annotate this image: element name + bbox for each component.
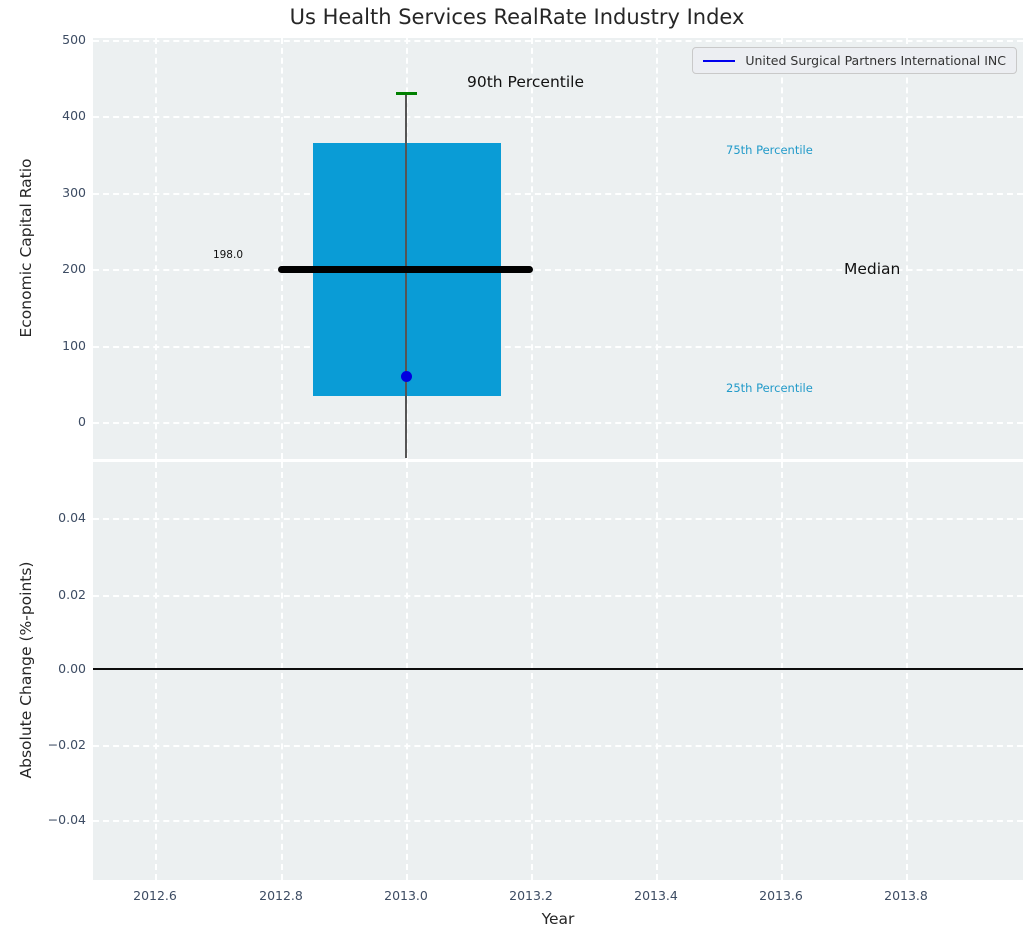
gridline-h [93,193,1023,195]
y-tick-label: 400 [62,108,86,123]
y-tick-label: 0.04 [58,510,86,525]
x-tick-label: 2012.6 [133,888,177,903]
gridline-v [656,462,658,880]
percentile-25-label: 25th Percentile [726,381,813,395]
y-tick-label: 0.00 [58,661,86,676]
median-value-label: 198.0 [212,249,243,261]
gridline-h [93,346,1023,348]
gridline-v [906,462,908,880]
y-tick-label: 500 [62,32,86,47]
x-tick-label: 2013.6 [759,888,803,903]
gridline-v [906,38,908,459]
x-tick-label: 2012.8 [259,888,303,903]
percentile-90-cap [396,92,417,95]
y-tick-label: 300 [62,185,86,200]
gridline-v [406,462,408,880]
x-tick-label: 2013.0 [384,888,428,903]
y-axis-label-top: Economic Capital Ratio [17,158,35,338]
top-plot-area: 198.0 90th Percentile 75th Percentile 25… [93,38,1023,459]
gridline-v [781,462,783,880]
percentile-75-label: 75th Percentile [726,143,813,157]
gridline-h [93,116,1023,118]
legend-line-swatch [703,59,736,62]
percentile-90-label: 90th Percentile [467,73,585,91]
x-tick-label: 2013.4 [634,888,678,903]
gridline-h [93,422,1023,424]
bottom-plot-area [93,462,1023,880]
whisker-line [405,94,407,458]
gridline-v [531,462,533,880]
gridline-v [531,38,533,459]
y-tick-label: 100 [62,338,86,353]
median-text-label: Median [844,260,901,278]
gridline-h [93,820,1023,822]
y-tick-label: −0.04 [47,812,86,827]
gridline-h [93,269,1023,271]
zero-change-line [93,668,1023,670]
gridline-v [155,462,157,880]
company-data-point [401,371,412,382]
x-tick-label: 2013.2 [509,888,553,903]
chart-title: Us Health Services RealRate Industry Ind… [289,5,745,29]
gridline-h [93,595,1023,597]
y-tick-label: 0 [78,414,86,429]
legend: United Surgical Partners International I… [692,47,1017,74]
gridline-h [93,40,1023,42]
gridline-v [656,38,658,459]
gridline-h [93,745,1023,747]
y-tick-label: 0.02 [58,587,86,602]
gridline-v [781,38,783,459]
gridline-v [281,38,283,459]
y-tick-label: −0.02 [47,737,86,752]
x-axis-label: Year [541,910,575,928]
x-tick-label: 2013.8 [884,888,928,903]
legend-entry-label: United Surgical Partners International I… [745,53,1006,68]
gridline-h [93,518,1023,520]
median-line [278,266,533,273]
y-tick-label: 200 [62,261,86,276]
gridline-v [155,38,157,459]
gridline-v [281,462,283,880]
